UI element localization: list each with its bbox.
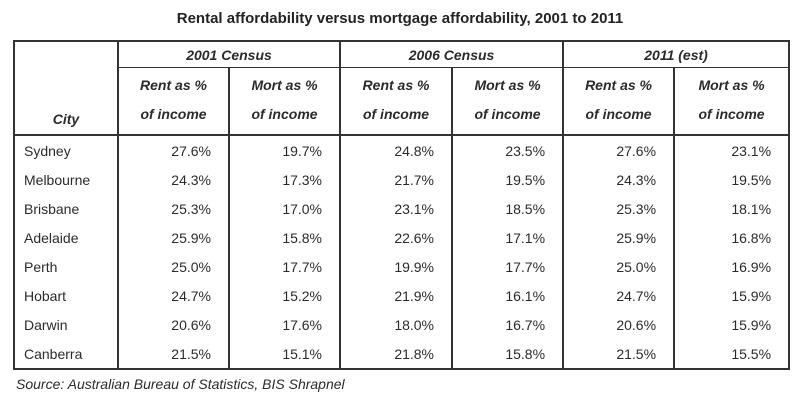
city-cell: Darwin <box>24 316 68 333</box>
value-cell: 24.7% <box>117 281 229 310</box>
value-cell: 17.0% <box>227 194 341 223</box>
city-cell: Perth <box>24 258 58 275</box>
header-line: of income <box>698 106 765 122</box>
sub-header-row: Rent as % of income Mort as % of income Re… <box>14 67 790 136</box>
column-header-mort-2001: Mort as % of income <box>227 67 341 136</box>
column-header-mort-2006: Mort as % of income <box>451 67 564 136</box>
header-line: of income <box>362 106 430 122</box>
header-line: Rent as % <box>585 77 652 93</box>
city-cell: Sydney <box>24 142 71 159</box>
value-cell: 21.7% <box>339 165 453 194</box>
value-cell: 20.6% <box>117 310 229 339</box>
city-cell: Brisbane <box>24 200 80 217</box>
value-cell: 19.5% <box>673 165 790 194</box>
value-cell: 15.9% <box>673 281 790 310</box>
value-cell: 18.1% <box>673 194 790 223</box>
value-cell: 15.9% <box>673 310 790 339</box>
value-cell: 24.3% <box>562 165 675 194</box>
table-row-melbourne: Melbourne 24.3% 17.3% 21.7% 19.5% 24.3% … <box>14 165 790 194</box>
header-line: Mort as % <box>474 77 541 93</box>
value-cell: 17.1% <box>451 223 564 252</box>
table-header: City 2001 Census 2006 Census 2011 (est) … <box>14 41 790 136</box>
table-row-canberra: Canberra 21.5% 15.1% 21.8% 15.8% 21.5% 1… <box>14 339 790 369</box>
value-cell: 19.5% <box>451 165 564 194</box>
value-cell: 24.7% <box>562 281 675 310</box>
column-header-rent-2006: Rent as % of income <box>339 67 453 136</box>
value-cell: 25.0% <box>117 252 229 281</box>
value-cell: 24.3% <box>117 165 229 194</box>
column-header-mort-2011: Mort as % of income <box>673 67 790 136</box>
group-header-row: City 2001 Census 2006 Census 2011 (est) <box>14 41 790 136</box>
value-cell: 25.9% <box>117 223 229 252</box>
value-cell: 17.6% <box>227 310 341 339</box>
value-cell: 15.5% <box>673 339 790 369</box>
value-cell: 17.3% <box>227 165 341 194</box>
value-cell: 21.5% <box>117 339 229 369</box>
table-row-adelaide: Adelaide 25.9% 15.8% 22.6% 17.1% 25.9% 1… <box>14 223 790 252</box>
source-note: Source: Australian Bureau of Statistics,… <box>16 376 345 392</box>
header-line: of income <box>474 106 541 122</box>
column-header-rent-2011: Rent as % of income <box>562 67 675 136</box>
table-row-sydney: Sydney 27.6% 19.7% 24.8% 23.5% 27.6% 23.… <box>14 135 790 165</box>
table-row-perth: Perth 25.0% 17.7% 19.9% 17.7% 25.0% 16.9… <box>14 252 790 281</box>
value-cell: 15.1% <box>227 339 341 369</box>
value-cell: 16.8% <box>673 223 790 252</box>
table-row-hobart: Hobart 24.7% 15.2% 21.9% 16.1% 24.7% 15.… <box>14 281 790 310</box>
value-cell: 27.6% <box>117 135 229 165</box>
group-header-2001-census: 2001 Census <box>116 41 341 68</box>
value-cell: 16.1% <box>451 281 564 310</box>
value-cell: 25.0% <box>562 252 675 281</box>
value-cell: 21.5% <box>562 339 675 369</box>
value-cell: 27.6% <box>562 135 675 165</box>
value-cell: 20.6% <box>562 310 675 339</box>
value-cell: 23.1% <box>673 135 790 165</box>
header-line: of income <box>140 106 207 122</box>
group-header-2011-est: 2011 (est) <box>562 41 790 68</box>
value-cell: 17.7% <box>451 252 564 281</box>
city-cell: Canberra <box>24 345 83 362</box>
city-cell: Melbourne <box>24 171 91 188</box>
value-cell: 19.9% <box>339 252 453 281</box>
value-cell: 17.7% <box>227 252 341 281</box>
city-cell: Adelaide <box>24 229 79 246</box>
table-row-darwin: Darwin 20.6% 17.6% 18.0% 16.7% 20.6% 15.… <box>14 310 790 339</box>
value-cell: 22.6% <box>339 223 453 252</box>
header-line: Rent as % <box>140 77 207 93</box>
value-cell: 24.8% <box>339 135 453 165</box>
header-line: Mort as % <box>698 77 765 93</box>
value-cell: 15.2% <box>227 281 341 310</box>
affordability-table: City 2001 Census 2006 Census 2011 (est) … <box>13 40 791 370</box>
header-line: of income <box>251 106 318 122</box>
value-cell: 16.9% <box>673 252 790 281</box>
value-cell: 23.5% <box>451 135 564 165</box>
table-row-brisbane: Brisbane 25.3% 17.0% 23.1% 18.5% 25.3% 1… <box>14 194 790 223</box>
header-line: of income <box>585 106 652 122</box>
value-cell: 21.8% <box>339 339 453 369</box>
column-header-rent-2001: Rent as % of income <box>117 67 229 136</box>
city-cell: Hobart <box>24 287 67 304</box>
value-cell: 25.3% <box>562 194 675 223</box>
group-header-2006-census: 2006 Census <box>339 41 564 68</box>
value-cell: 25.3% <box>117 194 229 223</box>
value-cell: 15.8% <box>227 223 341 252</box>
header-line: Mort as % <box>251 77 318 93</box>
figure-title: Rental affordability versus mortgage aff… <box>176 10 624 27</box>
value-cell: 16.7% <box>451 310 564 339</box>
value-cell: 23.1% <box>339 194 453 223</box>
header-line: Rent as % <box>362 77 430 93</box>
value-cell: 15.8% <box>451 339 564 369</box>
column-header-city: City <box>14 41 119 136</box>
value-cell: 21.9% <box>339 281 453 310</box>
table-body: Sydney 27.6% 19.7% 24.8% 23.5% 27.6% 23.… <box>14 135 790 369</box>
value-cell: 18.5% <box>451 194 564 223</box>
value-cell: 19.7% <box>227 135 341 165</box>
value-cell: 18.0% <box>339 310 453 339</box>
value-cell: 25.9% <box>562 223 675 252</box>
